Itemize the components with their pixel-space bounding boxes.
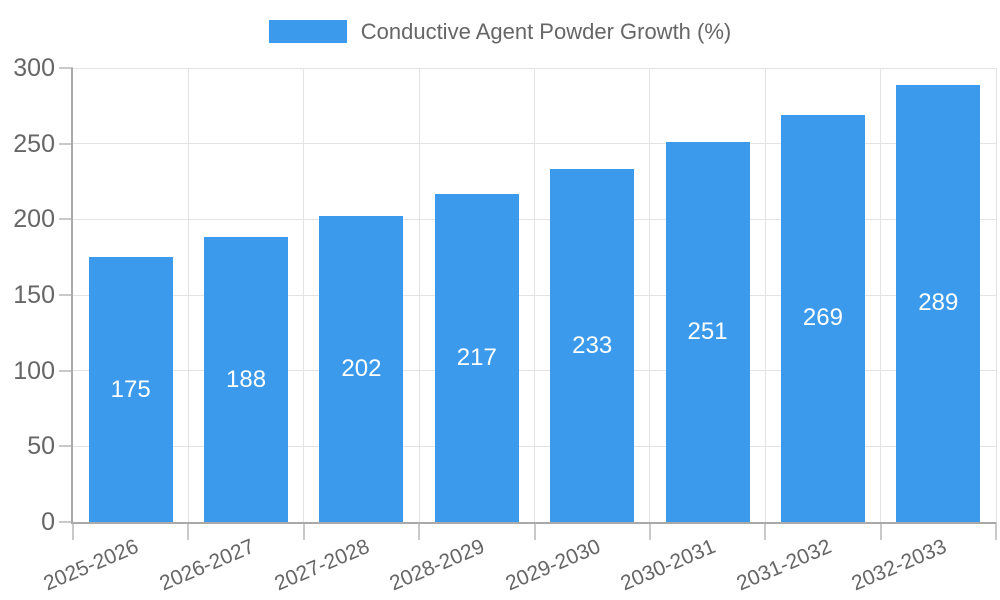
- bar[interactable]: [665, 142, 750, 522]
- y-tick: [59, 445, 73, 448]
- legend-swatch-icon: [268, 20, 347, 43]
- y-axis-tick-label: 150: [13, 281, 55, 309]
- x-gridline: [764, 68, 766, 522]
- legend-item[interactable]: Conductive Agent Powder Growth (%): [268, 18, 732, 45]
- x-tick: [764, 522, 767, 540]
- bar-value-label: 217: [456, 343, 497, 371]
- y-tick: [59, 294, 73, 296]
- legend: Conductive Agent Powder Growth (%): [0, 18, 1000, 45]
- y-tick: [59, 218, 73, 221]
- x-axis-tick-label: 2029-2030: [502, 534, 604, 596]
- legend-label: Conductive Agent Powder Growth (%): [360, 19, 732, 44]
- x-axis-tick-label: 2027-2028: [271, 534, 373, 596]
- bar-value-label: 251: [687, 318, 728, 346]
- x-gridline: [303, 68, 305, 522]
- x-tick: [302, 522, 305, 540]
- y-axis-tick-label: 50: [27, 432, 55, 461]
- x-axis-tick-label: 2032-2033: [848, 534, 950, 596]
- x-gridline: [649, 68, 651, 522]
- bar[interactable]: [434, 193, 519, 522]
- x-gridline: [534, 68, 535, 522]
- x-axis-tick-label: 2028-2029: [386, 534, 489, 596]
- x-axis-tick-label: 2031-2032: [732, 534, 835, 596]
- x-tick: [995, 522, 997, 540]
- x-tick: [648, 522, 651, 540]
- x-gridline: [187, 68, 189, 522]
- y-axis-tick-label: 100: [13, 356, 55, 385]
- x-gridline: [418, 68, 420, 522]
- y-tick: [59, 67, 73, 69]
- bar-value-label: 202: [341, 355, 382, 383]
- x-axis-tick-label: 2025-2026: [40, 534, 143, 596]
- x-gridline: [995, 68, 997, 522]
- x-tick: [418, 522, 421, 540]
- x-tick: [72, 522, 74, 540]
- x-gridline: [880, 68, 882, 522]
- y-tick: [59, 521, 73, 523]
- bar-value-label: 188: [226, 365, 267, 393]
- x-axis-line: [71, 522, 996, 524]
- y-axis-tick-label: 0: [41, 508, 55, 536]
- bar-value-label: 289: [918, 289, 959, 317]
- y-tick: [59, 369, 73, 372]
- x-tick: [533, 522, 536, 540]
- y-axis-tick-label: 250: [13, 129, 55, 158]
- bar-value-label: 269: [802, 304, 843, 332]
- bar[interactable]: [204, 237, 289, 522]
- x-tick: [187, 522, 190, 540]
- x-axis-tick-label: 2026-2027: [156, 534, 258, 596]
- y-axis-line: [71, 68, 73, 522]
- bar[interactable]: [319, 216, 404, 522]
- bar-value-label: 175: [110, 375, 151, 403]
- y-tick: [59, 142, 73, 145]
- x-tick: [879, 522, 882, 540]
- y-axis-tick-label: 300: [13, 54, 55, 82]
- bar[interactable]: [550, 169, 635, 522]
- y-axis-tick-label: 200: [13, 205, 55, 234]
- bar[interactable]: [896, 84, 981, 522]
- bar-value-label: 233: [572, 331, 613, 359]
- x-axis-tick-label: 2030-2031: [617, 534, 719, 596]
- bar[interactable]: [780, 114, 865, 522]
- bar[interactable]: [88, 257, 173, 522]
